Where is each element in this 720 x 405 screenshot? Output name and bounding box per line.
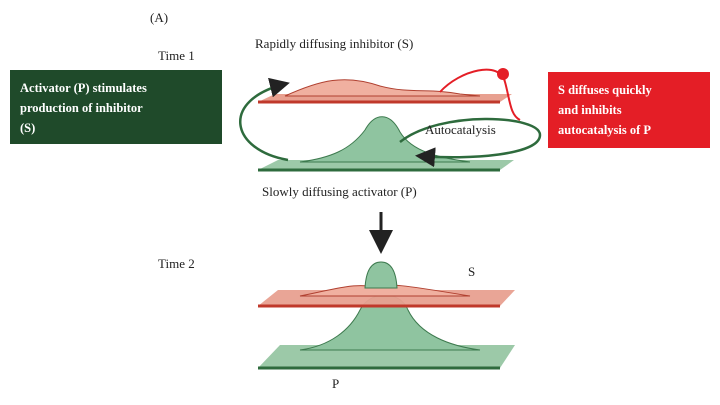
box-line: production of inhibitor — [20, 101, 143, 115]
inhibitor-label: Rapidly diffusing inhibitor (S) — [255, 36, 413, 51]
diagram: (A) Time 1 Rapidly diffusing inhibitor (… — [0, 0, 720, 405]
page: {"panel_label": "(A)", "time1": {"label"… — [0, 0, 720, 405]
inhibit-icon — [497, 68, 509, 80]
box-line: S diffuses quickly — [558, 83, 653, 97]
box-line: Activator (P) stimulates — [20, 81, 147, 95]
autocatalysis-label: Autocatalysis — [425, 122, 496, 137]
time-label: Time 1 — [158, 48, 195, 63]
s-label: S — [468, 264, 475, 279]
box-line: autocatalysis of P — [558, 123, 651, 137]
box-line: (S) — [20, 121, 35, 135]
activator-label: Slowly diffusing activator (P) — [262, 184, 417, 199]
p-label: P — [332, 376, 339, 391]
box-line: and inhibits — [558, 103, 622, 117]
time-label: Time 2 — [158, 256, 195, 271]
panel-label: (A) — [150, 10, 168, 25]
activator-peak — [365, 262, 397, 288]
